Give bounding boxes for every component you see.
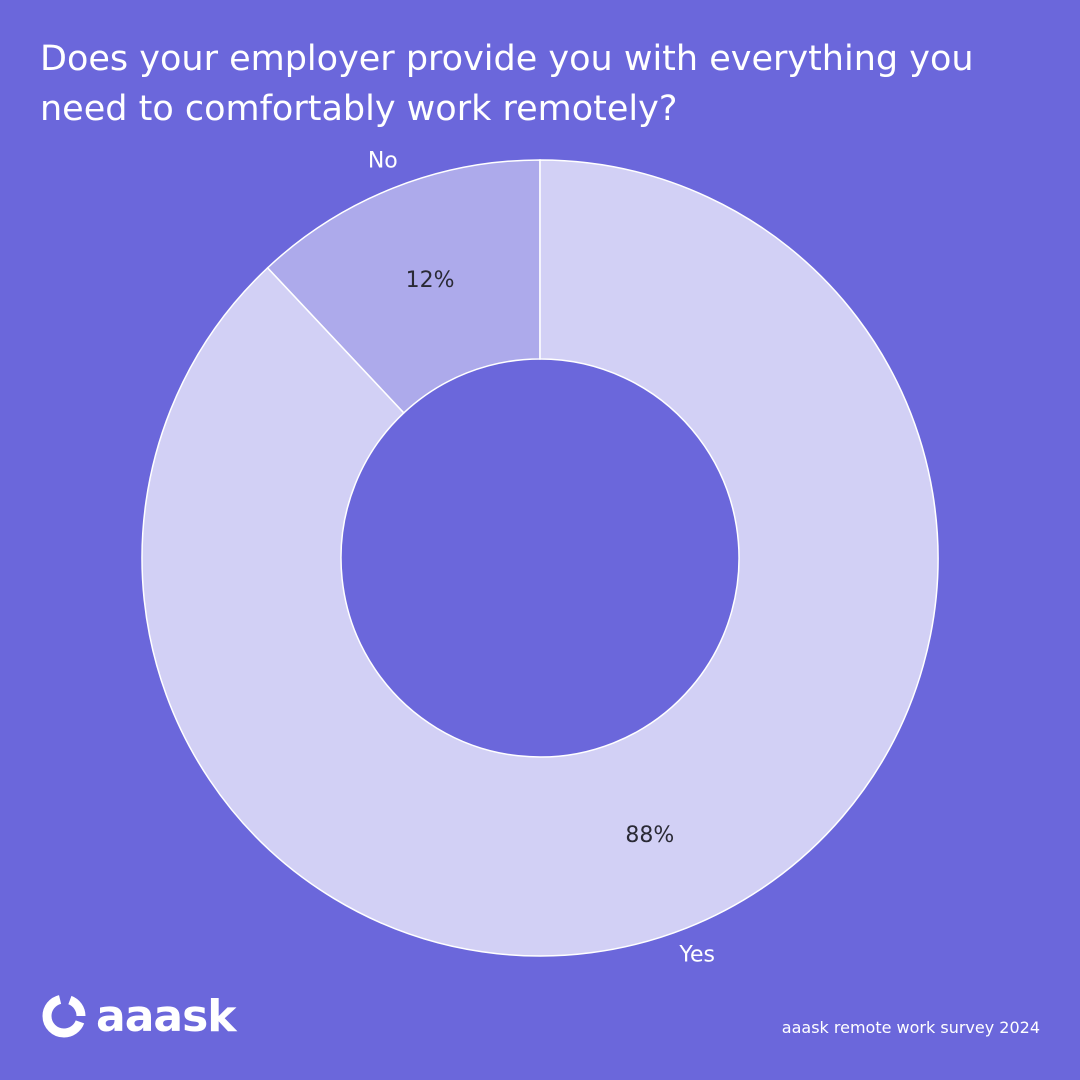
source-note: aaask remote work survey 2024: [781, 1018, 1040, 1037]
slice-yes: [141, 159, 939, 957]
slice-no: [266, 159, 541, 414]
chart-title-line-1: Does your employer provide you with ever…: [40, 39, 974, 79]
value-label-yes: 88%: [625, 823, 674, 848]
value-label-no: 12%: [406, 268, 455, 293]
ring-logo-icon: [42, 994, 86, 1038]
donut-slices: [141, 159, 939, 957]
brand-logo-text: aaask: [96, 990, 237, 1042]
chart-title: Does your employer provide you with ever…: [40, 34, 1040, 134]
donut-labels: 12% No 88% Yes: [368, 148, 715, 967]
category-label-no: No: [368, 148, 398, 173]
category-label-yes: Yes: [678, 943, 715, 968]
chart-title-line-2: need to comfortably work remotely?: [40, 89, 678, 129]
brand-logo: aaask: [40, 990, 237, 1042]
